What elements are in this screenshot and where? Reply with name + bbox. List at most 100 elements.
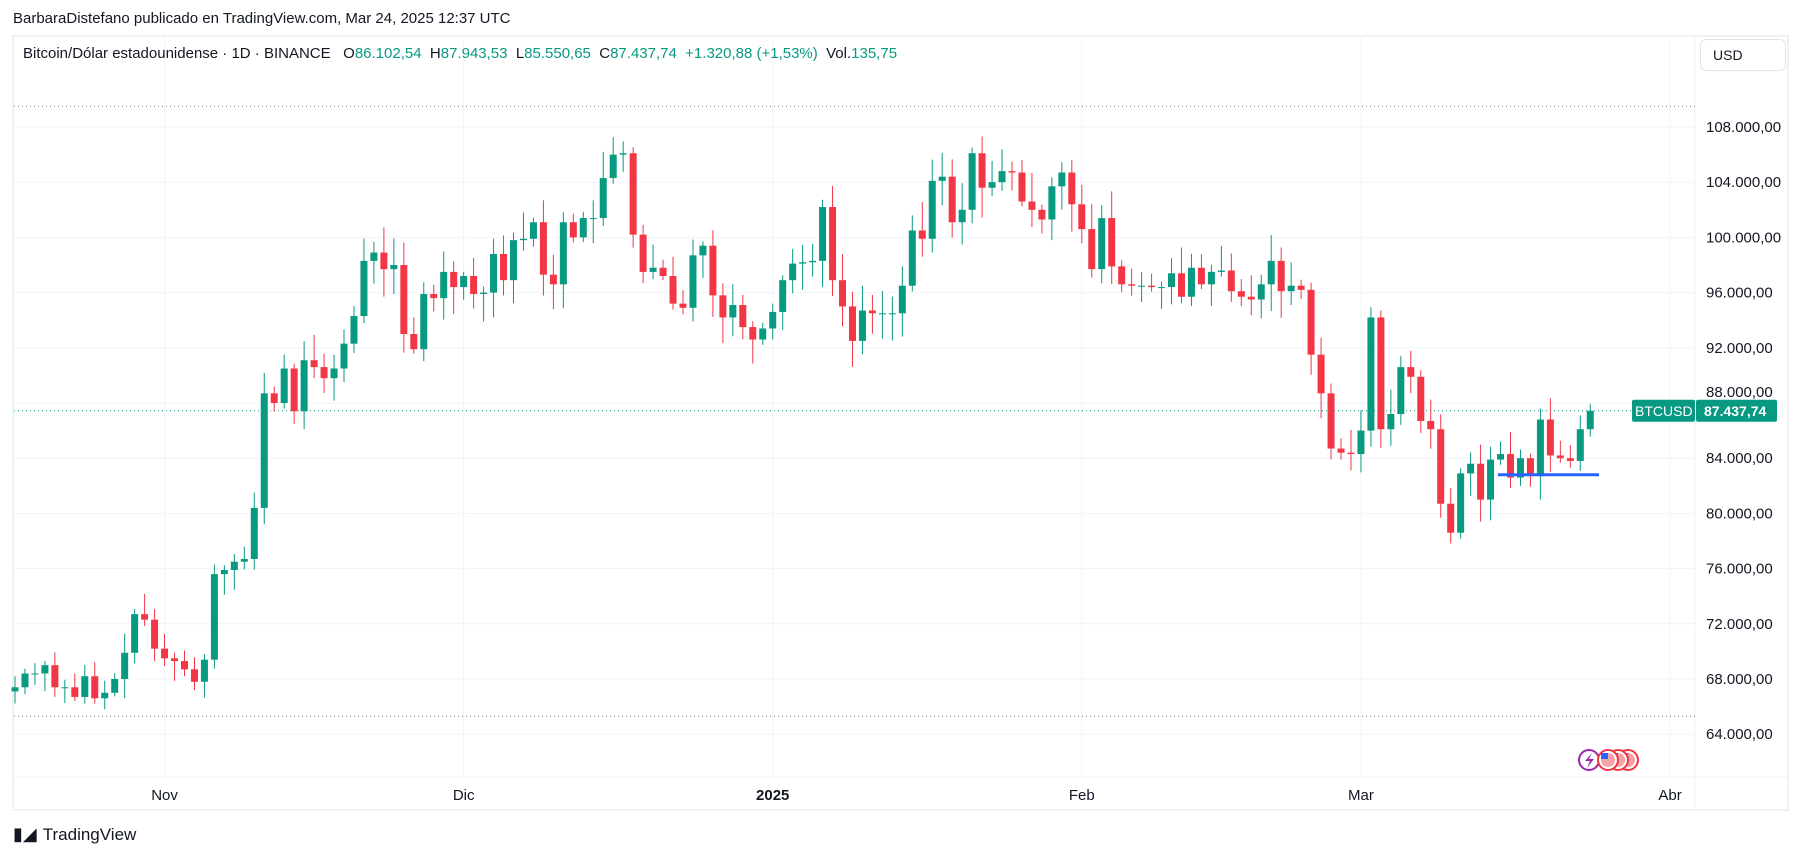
candle-body [500,253,508,281]
candle-body [1277,260,1285,292]
candle-body [440,271,448,299]
candle [1018,160,1026,207]
candle-body [1227,270,1235,292]
tradingview-logo[interactable]: ▮◢ TradingView [13,824,136,845]
candle-body [1576,429,1584,461]
candle [500,235,508,296]
candle [1357,410,1365,473]
candle [1397,355,1405,425]
candle-body [350,316,358,344]
candle-body [240,558,248,562]
candle [1586,403,1594,437]
candle [699,241,707,278]
candle-body [450,271,458,288]
candle-body [589,218,597,220]
candle-body [1337,448,1345,453]
candle [1556,440,1564,463]
candle [819,199,827,287]
candle-body [898,285,906,314]
tradingview-logo-icon: ▮◢ [13,824,37,844]
candle-body [230,561,238,570]
us-flag-canton-icon [1601,753,1608,759]
candle [1168,258,1176,305]
candle-body [460,276,468,288]
candle [420,282,428,362]
candle [639,224,647,284]
publication-info: BarbaraDistefano publicado en TradingVie… [13,10,511,27]
candle [21,668,29,695]
candle [210,564,218,669]
candle-body [51,665,59,688]
candle [1507,431,1514,489]
price-tick-label: 80.000,00 [1706,505,1773,522]
candle-body [1526,458,1534,477]
candle-body [1118,266,1126,285]
candle-body [1566,458,1574,461]
candle [360,238,368,324]
symbol-title[interactable]: Bitcoin/Dólar estadounidense · 1D · BINA… [23,45,331,62]
candle [220,565,228,595]
candle-body [41,665,49,674]
time-tick-label: Nov [151,787,178,804]
candle [51,652,59,697]
candle-body [1586,410,1594,430]
candle [1277,247,1285,318]
candle-body [1417,376,1425,421]
candle-body [699,245,707,256]
high-label: H [429,45,441,62]
candle [569,213,577,243]
candle [141,593,149,627]
price-tick-label: 72.000,00 [1706,616,1773,633]
candle [190,657,198,691]
time-tick-label: Abr [1658,787,1681,804]
candle [1078,184,1086,244]
time-tick-label: Dic [453,787,475,804]
candle-body [1497,454,1505,460]
currency-button[interactable]: USD [1700,39,1786,71]
candle-body [1177,273,1185,297]
candle-body [659,267,667,277]
price-tick-label: 76.000,00 [1706,561,1773,578]
candle [1207,264,1215,306]
candle [679,290,687,315]
volume-value: 135,75 [851,45,898,62]
candle-body [1098,218,1106,270]
candle [121,633,129,699]
candle [1337,438,1345,460]
candle [948,159,956,238]
open-value: 86.102,54 [354,45,422,62]
candle-body [1317,354,1325,394]
candle-body [1447,503,1455,533]
candle [1197,254,1205,290]
candle [390,238,398,295]
candle-body [529,222,537,239]
candle-body [360,260,368,317]
candle [490,238,498,318]
open-label: O [343,45,355,62]
candle [1158,281,1166,309]
candle-body [31,673,39,675]
candle [878,290,886,339]
candle [928,159,936,253]
candle [320,353,328,393]
candle-body [559,222,567,285]
candle-body [400,265,408,334]
candle [649,244,657,280]
candle-body [280,368,288,403]
candle [1088,204,1096,278]
candle-body [101,692,109,699]
candle [848,291,856,367]
candle [609,137,617,184]
candle [180,650,188,677]
time-tick-label: Mar [1348,787,1374,804]
time-tick-label: Feb [1069,787,1095,804]
candle-body [839,280,847,307]
candle [1038,204,1046,234]
candle [1487,446,1495,521]
candle [1407,350,1415,394]
chart-frame [12,35,1789,811]
time-tick-label: 2025 [756,787,789,804]
candle-body [380,252,388,270]
lightning-glyph-icon [1585,753,1594,768]
